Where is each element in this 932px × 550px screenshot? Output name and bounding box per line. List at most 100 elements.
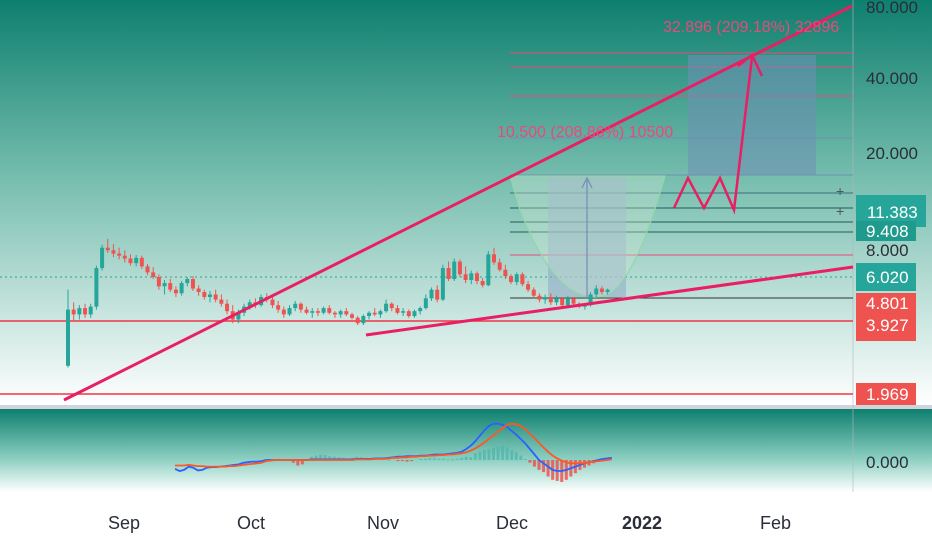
candle xyxy=(83,308,88,315)
candle xyxy=(372,312,377,315)
macd-histogram-bar xyxy=(528,460,532,463)
macd-histogram-bar xyxy=(487,449,491,460)
candle xyxy=(355,317,360,324)
macd-histogram-bar xyxy=(328,456,332,460)
candle xyxy=(327,308,332,313)
macd-histogram-bar xyxy=(410,460,414,462)
candle xyxy=(514,274,519,283)
macd-histogram-bar xyxy=(451,459,455,461)
candle xyxy=(162,283,167,287)
candle xyxy=(156,277,161,287)
macd-histogram-bar xyxy=(396,460,400,462)
price-label: 40.000 xyxy=(866,69,918,88)
candle xyxy=(71,309,76,315)
candle xyxy=(298,303,303,310)
macd-histogram-bar xyxy=(314,455,318,460)
macd-histogram-bar xyxy=(542,460,546,473)
pane-separator[interactable] xyxy=(0,405,932,409)
price-label: 80.000 xyxy=(866,0,918,17)
macd-histogram-bar xyxy=(464,456,468,460)
macd-histogram-bar xyxy=(432,458,436,460)
candle xyxy=(389,303,394,309)
candle xyxy=(452,261,457,280)
macd-histogram-bar xyxy=(405,460,409,462)
price-badge: 6.020 xyxy=(856,263,916,291)
price-label: 20.000 xyxy=(866,144,918,163)
candle xyxy=(202,292,207,297)
candle xyxy=(503,269,508,277)
candle xyxy=(94,268,99,307)
candle xyxy=(77,308,82,315)
price-label: 8.000 xyxy=(866,241,909,260)
svg-text:9.408: 9.408 xyxy=(866,222,909,241)
candle xyxy=(321,308,326,313)
macd-histogram-bar xyxy=(419,458,423,460)
candle xyxy=(446,268,451,280)
candle xyxy=(338,311,343,315)
candle xyxy=(281,309,286,315)
alert-marker[interactable]: + xyxy=(836,183,844,199)
candle xyxy=(213,294,218,300)
candle xyxy=(429,289,434,299)
candle xyxy=(173,289,178,294)
macd-histogram-bar xyxy=(460,457,464,460)
projected-path-arrowhead xyxy=(737,53,764,77)
candle xyxy=(605,289,610,293)
candle xyxy=(225,303,230,312)
macd-axis-label: 0.000 xyxy=(866,453,909,472)
candle xyxy=(378,311,383,315)
target-annotation-upper[interactable]: 32.896 (209.18%) 32896 xyxy=(663,19,839,36)
macd-histogram-bar xyxy=(437,458,441,460)
target-annotation-lower[interactable]: 10.500 (208.86%) 10500 xyxy=(497,124,673,141)
candle xyxy=(435,289,440,300)
candle xyxy=(105,247,110,251)
signal-line xyxy=(175,422,612,468)
target-projection-box[interactable] xyxy=(688,55,816,175)
macd-histogram-bar xyxy=(482,450,486,460)
candle xyxy=(361,316,366,324)
candle xyxy=(128,258,133,264)
macd-histogram-bar xyxy=(310,456,313,460)
candle xyxy=(310,311,315,313)
macd-histogram-bar xyxy=(519,455,523,460)
candle xyxy=(122,255,127,259)
macd-histogram-bar xyxy=(441,458,445,460)
candle xyxy=(287,308,292,315)
candle xyxy=(594,288,599,295)
price-badge: 1.969 xyxy=(856,383,916,405)
upper-trendline[interactable] xyxy=(63,4,853,402)
svg-text:3.927: 3.927 xyxy=(866,316,909,335)
projected-path[interactable] xyxy=(672,56,754,215)
candle xyxy=(492,254,496,263)
candle xyxy=(548,296,553,303)
candle xyxy=(190,279,195,289)
time-label: Feb xyxy=(760,513,791,533)
candle xyxy=(588,294,593,306)
macd-histogram-bar xyxy=(401,460,404,462)
candle xyxy=(168,283,173,290)
macd-histogram-bar xyxy=(291,460,295,463)
candle xyxy=(88,306,93,315)
candle xyxy=(134,257,139,264)
svg-text:11.383: 11.383 xyxy=(867,203,918,222)
candle xyxy=(344,311,349,315)
macd-histogram-bar xyxy=(514,452,518,460)
candle xyxy=(560,298,565,306)
time-label: 2022 xyxy=(622,513,662,533)
candle xyxy=(145,266,150,273)
alert-marker[interactable]: + xyxy=(836,203,844,219)
macd-histogram-bar xyxy=(478,451,482,460)
candle xyxy=(185,279,190,284)
candle xyxy=(469,273,474,281)
candle xyxy=(219,299,224,304)
candle xyxy=(554,298,559,303)
candle xyxy=(236,312,241,320)
candle xyxy=(304,309,309,313)
macd-histogram-bar xyxy=(532,460,536,467)
candle xyxy=(423,298,428,309)
macd-pane-background xyxy=(0,409,932,492)
cup-height-arrowhead xyxy=(581,176,593,189)
macd-histogram-bar xyxy=(469,457,473,460)
lower-trendline[interactable] xyxy=(365,265,854,337)
